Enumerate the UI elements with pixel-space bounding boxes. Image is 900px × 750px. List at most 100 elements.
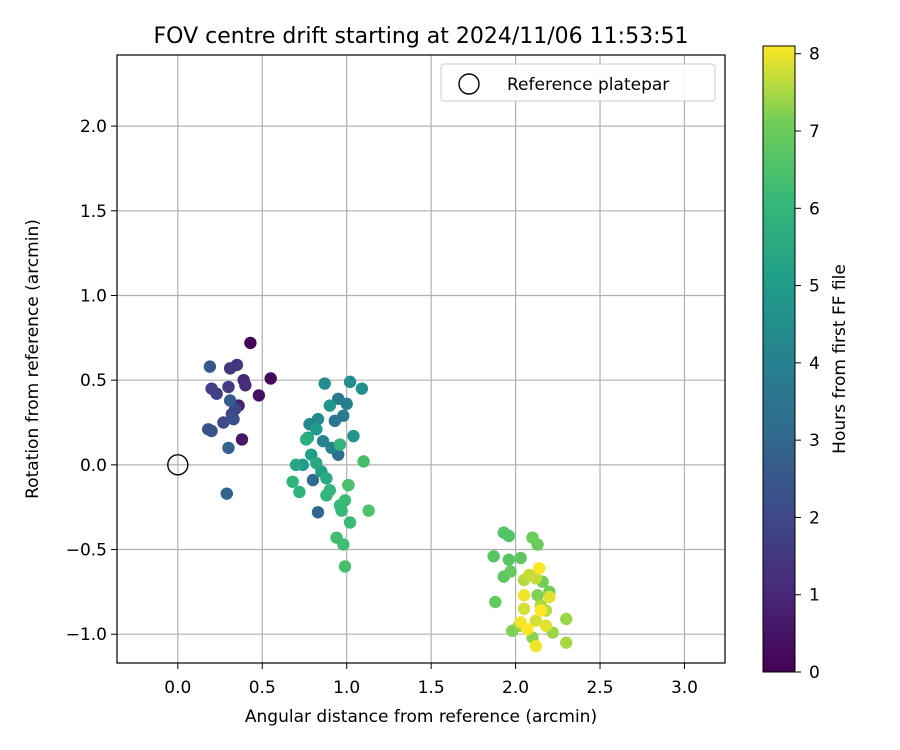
x-tick-label: 2.5 [586, 678, 613, 698]
data-point [343, 375, 357, 389]
legend-label: Reference platepar [507, 75, 669, 95]
data-point [205, 424, 218, 438]
data-point [244, 336, 257, 350]
data-point [502, 529, 516, 543]
data-point [235, 433, 249, 446]
x-axis-label: Angular distance from reference (arcmin) [245, 707, 597, 727]
data-point [362, 504, 375, 517]
colorbar-tick-label: 3 [809, 431, 820, 451]
colorbar-tick-label: 2 [809, 508, 820, 528]
data-point [310, 456, 323, 470]
data-point [529, 614, 543, 627]
x-tick-label: 3.0 [671, 678, 698, 698]
x-axis-ticks: 0.0 0.5 1.0 1.5 2.0 2.5 3.0 [164, 663, 698, 698]
legend-reference-marker [458, 73, 480, 95]
data-point [347, 429, 360, 443]
data-point [230, 358, 244, 372]
colorbar-tick-label: 5 [809, 277, 820, 297]
data-point [264, 372, 277, 385]
colorbar-tick-label: 0 [809, 663, 820, 683]
data-point [286, 475, 299, 488]
data-point [355, 382, 369, 395]
data-point [543, 590, 556, 604]
data-point [310, 423, 323, 436]
colorbar-tick-label: 8 [809, 45, 820, 65]
data-point [320, 472, 333, 485]
data-point [502, 553, 516, 566]
data-point [342, 478, 355, 492]
data-point [306, 473, 320, 487]
data-point [514, 551, 527, 565]
data-point [517, 602, 531, 616]
data-point [316, 434, 330, 448]
data-point [357, 455, 370, 468]
legend: Reference platepar [440, 63, 716, 102]
data-point [533, 561, 546, 575]
data-point [220, 487, 233, 500]
data-point [318, 377, 331, 390]
data-point [517, 589, 531, 602]
data-point [252, 389, 266, 402]
data-point [531, 589, 544, 602]
plot-frame [116, 54, 726, 664]
data-point [222, 380, 235, 394]
data-point [223, 394, 237, 407]
chart-title: FOV centre drift starting at 2024/11/06 … [154, 24, 689, 49]
colorbar-tick-label: 4 [809, 354, 820, 374]
data-point [560, 636, 573, 649]
legend-box [440, 63, 716, 102]
data-point [299, 433, 313, 446]
grid-lines [117, 55, 725, 663]
data-point [203, 360, 217, 373]
data-point [227, 412, 240, 426]
data-point [323, 484, 336, 497]
data-point [217, 416, 230, 429]
y-tick-label: 0.0 [80, 456, 107, 476]
y-axis-label: Rotation from reference (arcmin) [23, 219, 43, 499]
data-point [539, 619, 553, 632]
colorbar-tick-label: 1 [809, 586, 820, 606]
data-point [340, 397, 353, 411]
reference-platepar-marker [167, 454, 189, 476]
colorbar-tick-label: 7 [809, 122, 820, 142]
x-tick-label: 0.5 [249, 678, 276, 698]
data-point [311, 412, 325, 426]
data-points [167, 336, 573, 653]
y-tick-label: 2.0 [80, 117, 107, 137]
data-point [323, 399, 336, 412]
data-point [338, 560, 352, 573]
data-point [222, 441, 235, 455]
colorbar-tick-label: 6 [809, 199, 820, 219]
data-point [333, 438, 347, 451]
data-point [338, 494, 352, 507]
data-point [521, 622, 534, 636]
data-point [337, 409, 350, 422]
colorbar-label: Hours from first FF file [830, 264, 850, 454]
y-tick-label: −1.0 [66, 625, 107, 645]
y-axis-ticks: −1.0 −0.5 0.0 0.5 1.0 1.5 2.0 [66, 117, 117, 645]
x-tick-label: 1.0 [333, 678, 360, 698]
colorbar: 0 1 2 3 4 5 6 7 8 Hours from first FF file [762, 45, 850, 683]
x-tick-label: 1.5 [418, 678, 445, 698]
data-point [534, 604, 548, 617]
colorbar-ticks: 0 1 2 3 4 5 6 7 8 [795, 45, 820, 683]
y-tick-label: −0.5 [66, 541, 107, 561]
y-tick-label: 1.5 [80, 202, 107, 222]
data-point [293, 485, 306, 499]
data-point [210, 387, 223, 400]
data-point [529, 639, 543, 653]
x-tick-label: 2.0 [502, 678, 529, 698]
data-point [239, 379, 252, 392]
data-point [529, 572, 543, 585]
data-point [337, 538, 350, 551]
data-point [489, 595, 502, 609]
data-point [504, 565, 517, 578]
colorbar-gradient [762, 45, 796, 673]
y-tick-label: 1.0 [80, 286, 107, 306]
data-point [311, 506, 325, 519]
data-point [531, 538, 544, 551]
data-point [560, 612, 573, 626]
x-tick-label: 0.0 [164, 678, 191, 698]
data-point [487, 550, 500, 563]
